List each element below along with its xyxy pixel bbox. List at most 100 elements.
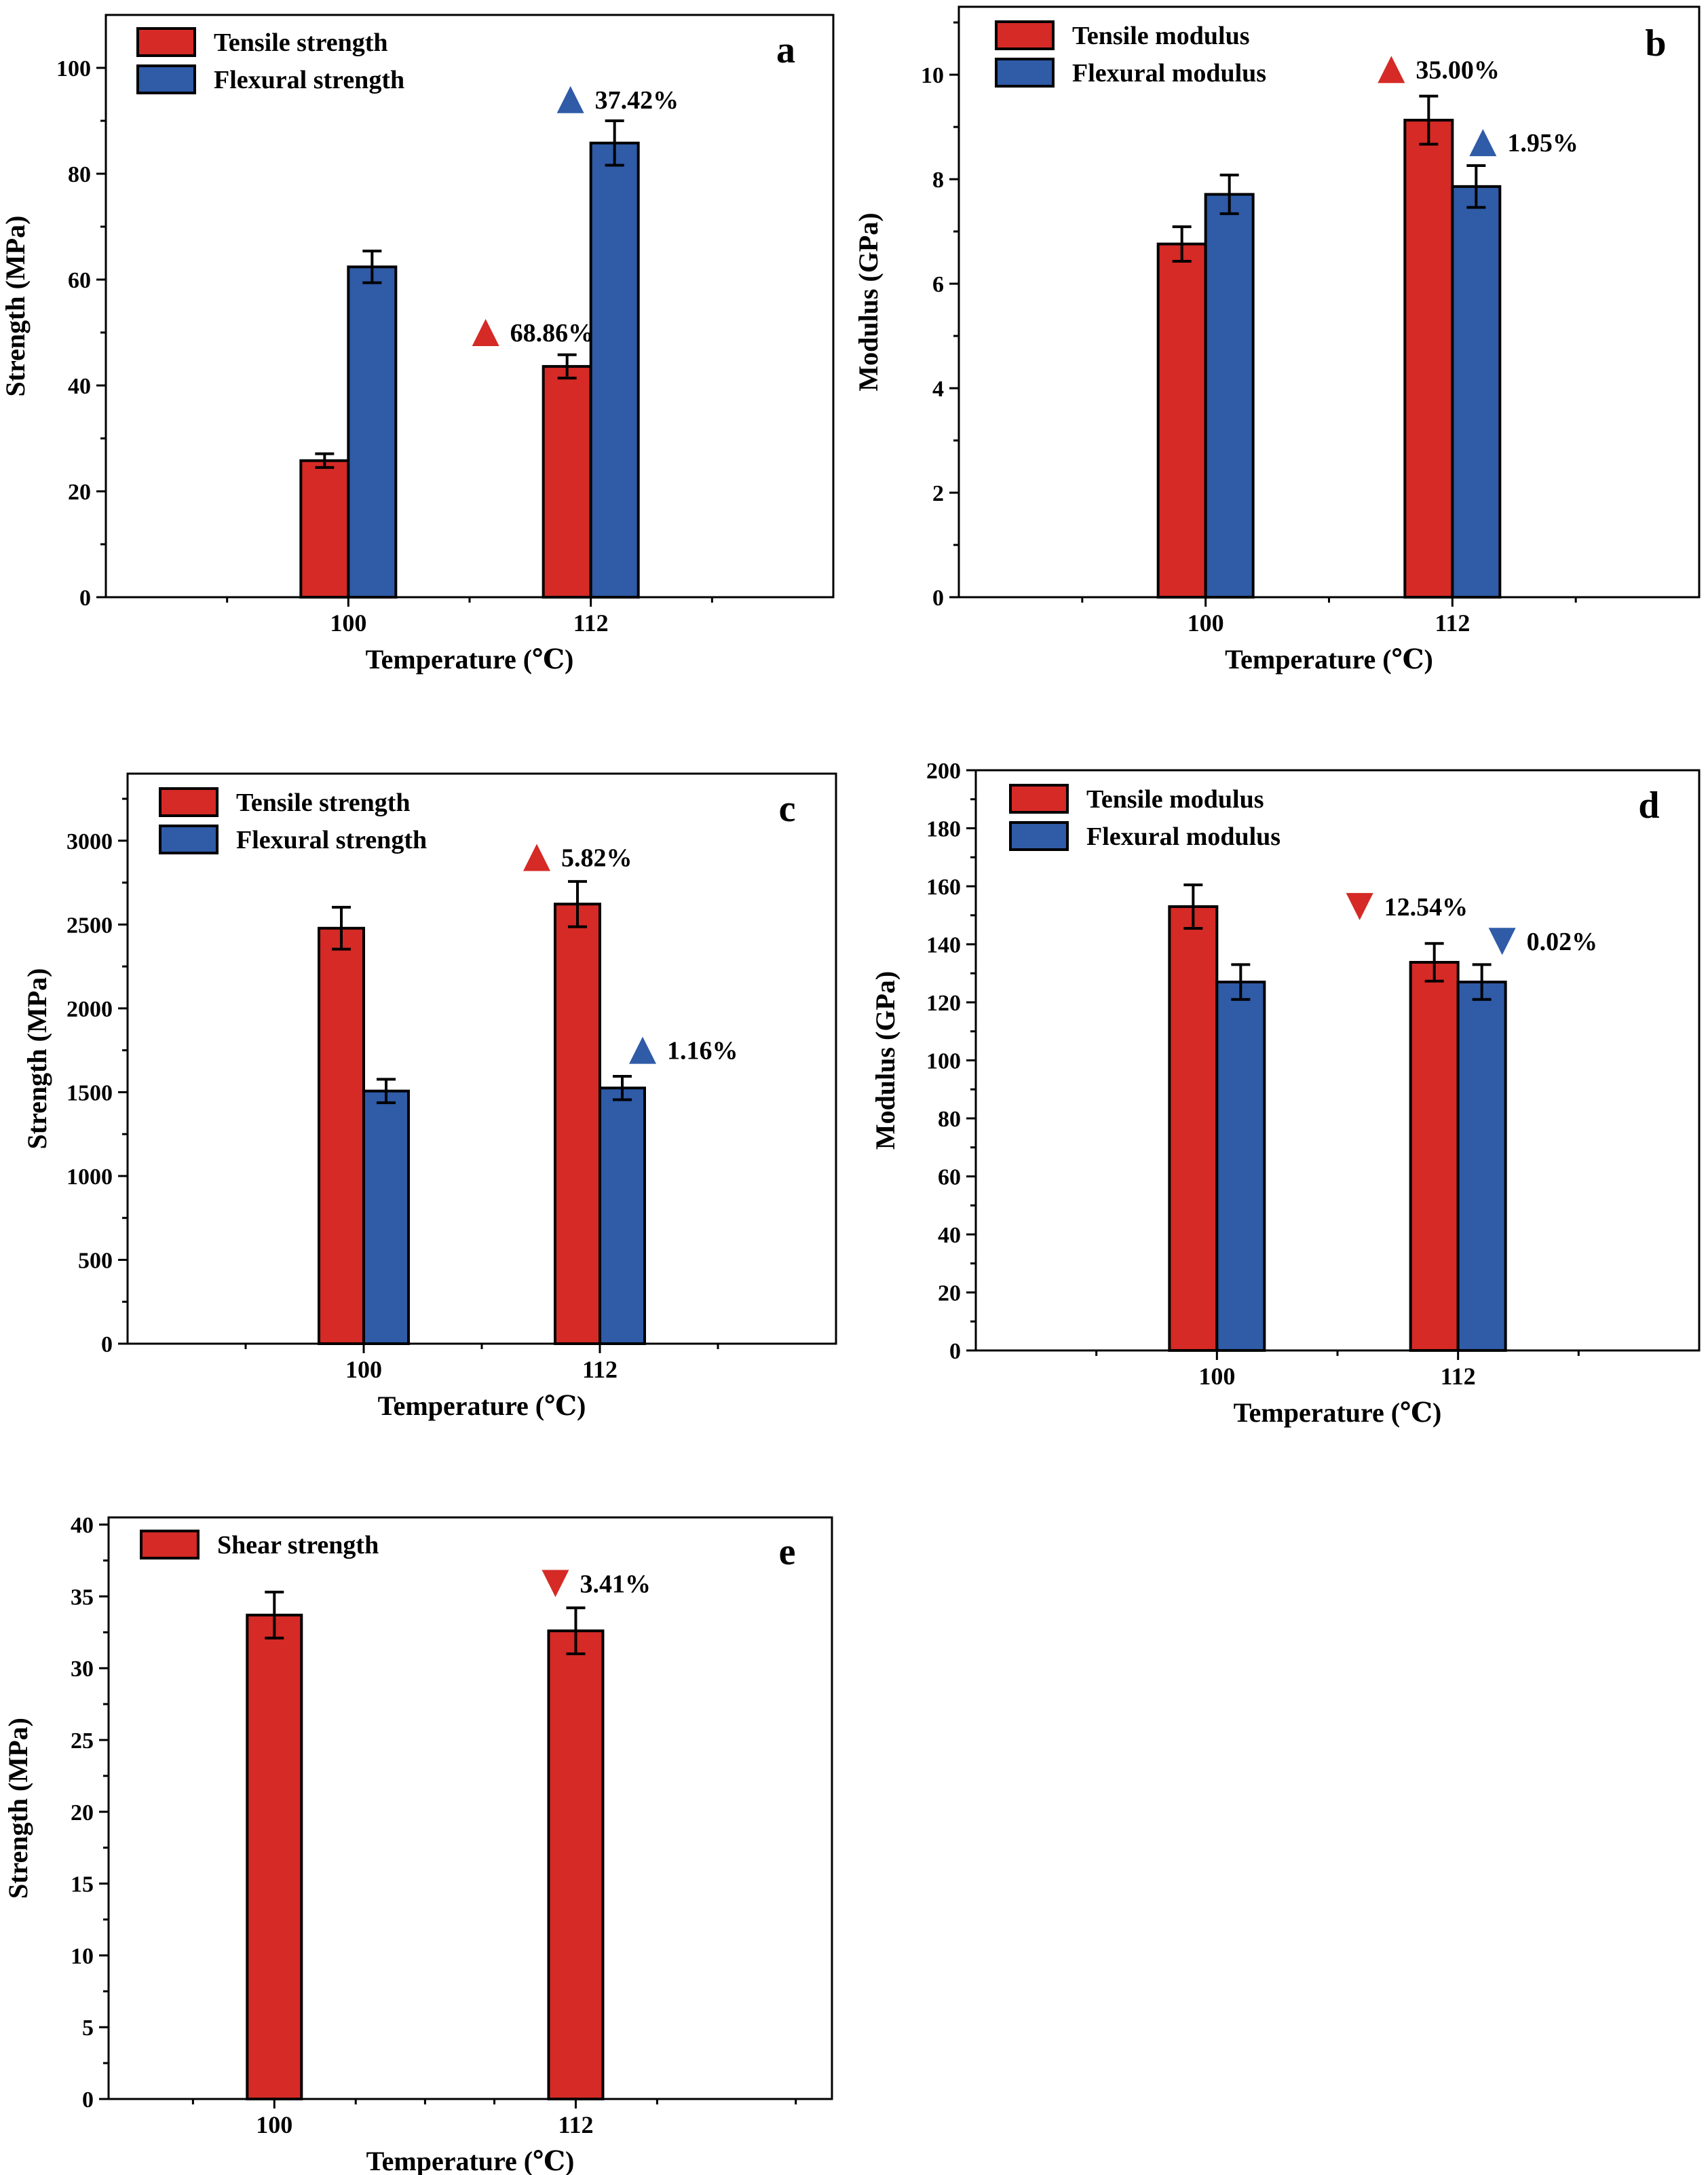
legend-label: Tensile modulus [1086,785,1264,814]
x-tick-label: 100 [1188,609,1224,637]
x-axis-label: Temperature (℃) [1225,644,1433,675]
plot-frame [957,5,1701,599]
x-tick-label: 100 [330,609,366,637]
y-tick-label: 2000 [67,997,113,1022]
bar-first-series [318,926,365,1345]
bar-first-series [554,903,601,1345]
bar-first-series [1403,119,1454,599]
bar-first-series [547,1629,605,2101]
y-tick-label: 3000 [67,829,113,854]
legend-swatch [159,787,219,817]
change-down-icon [542,1570,569,1597]
y-tick-label: 140 [926,933,961,958]
y-tick-label: 30 [71,1657,94,1682]
legend-label: Flexural modulus [1086,822,1280,851]
y-tick-label: 4 [932,377,944,402]
change-label: 1.16% [667,1037,738,1065]
legend-label: Tensile strength [236,789,411,817]
legend-label: Flexural strength [214,66,404,94]
x-axis-label: Temperature (℃) [1234,1397,1442,1428]
change-down-icon [1488,928,1516,956]
y-tick-label: 40 [68,374,91,399]
legend-label: Shear strength [217,1531,379,1559]
y-axis-label: Strength (MPa) [22,968,52,1150]
y-tick-label: 35 [71,1585,94,1610]
y-tick-label: 60 [938,1165,961,1190]
panel-label: a [776,29,795,71]
y-tick-label: 500 [78,1248,113,1273]
panel-label: c [779,788,796,830]
y-tick-label: 100 [926,1049,961,1074]
bar-second-series [1451,185,1502,599]
y-tick-label: 25 [71,1728,94,1754]
y-tick-label: 1000 [67,1165,113,1190]
chart-panel-a: 0 20 40 60 80 100 100 112 Temperature (℃) Strengt… [0,14,835,675]
y-tick-label: 160 [926,875,961,900]
legend-label: Tensile modulus [1072,22,1250,50]
bar-second-series [362,1089,410,1346]
change-label: 1.95% [1507,129,1578,157]
plot-frame [974,769,1701,1352]
change-label: 37.42% [595,86,679,115]
panel-label: e [779,1531,796,1573]
y-tick-label: 0 [101,1332,113,1357]
y-tick-label: 10 [921,63,944,88]
bar-second-series [347,265,398,599]
y-tick-label: 120 [926,991,961,1016]
x-tick-label: 112 [558,2111,593,2138]
x-tick-label: 100 [1198,1363,1235,1390]
legend-swatch [136,27,196,57]
bar-second-series [599,1086,646,1346]
y-tick-label: 15 [71,1872,94,1897]
x-tick-label: 112 [1441,1363,1476,1390]
bar-second-series [1204,193,1255,599]
y-tick-label: 80 [68,162,91,187]
y-tick-label: 20 [938,1281,961,1306]
bar-first-series [246,1613,303,2100]
change-up-icon [1469,129,1497,157]
change-label: 5.82% [561,844,632,873]
x-tick-label: 100 [256,2111,292,2138]
bar-first-series [1409,961,1460,1352]
panel-label: d [1638,784,1659,827]
change-label: 3.41% [580,1570,651,1598]
legend-swatch [995,58,1055,88]
chart-panel-d: 0 20 40 60 80 100 120 140 160 180 200 100 112 Tempera… [870,759,1701,1428]
legend-swatch [140,1530,200,1559]
y-tick-label: 2 [932,481,944,506]
y-tick-label: 180 [926,817,961,842]
y-tick-label: 80 [938,1107,961,1132]
chart-panel-e: 0 5 10 15 20 25 30 35 40 100 112 Temperature (℃) Str… [3,1513,833,2175]
y-tick-label: 200 [926,759,961,784]
y-tick-label: 100 [56,56,91,81]
plot-frame [105,14,835,599]
y-tick-label: 10 [71,1944,94,1969]
change-up-icon [556,86,584,113]
y-tick-label: 2500 [67,913,113,938]
y-tick-label: 6 [932,272,944,297]
y-tick-label: 20 [71,1800,94,1826]
change-up-icon [523,844,550,871]
legend-label: Tensile strength [214,29,388,57]
legend-label: Flexural modulus [1072,59,1266,88]
bar-second-series [589,141,640,599]
y-tick-label: 0 [82,2087,94,2113]
x-axis-label: Temperature (℃) [366,2146,575,2175]
bar-second-series [1215,981,1266,1352]
x-tick-label: 112 [573,609,609,637]
legend-swatch [136,64,196,94]
bar-second-series [1456,981,1507,1352]
x-tick-label: 112 [582,1356,618,1383]
y-axis-label: Modulus (GPa) [870,971,900,1150]
change-up-icon [629,1036,656,1064]
y-tick-label: 0 [949,1339,961,1364]
bar-first-series [299,459,350,599]
x-axis-label: Temperature (℃) [366,644,574,675]
change-label: 0.02% [1527,928,1598,956]
change-label: 12.54% [1384,893,1468,922]
change-up-icon [472,319,499,346]
y-axis-label: Strength (MPa) [0,216,31,397]
y-tick-label: 5 [82,2016,94,2041]
